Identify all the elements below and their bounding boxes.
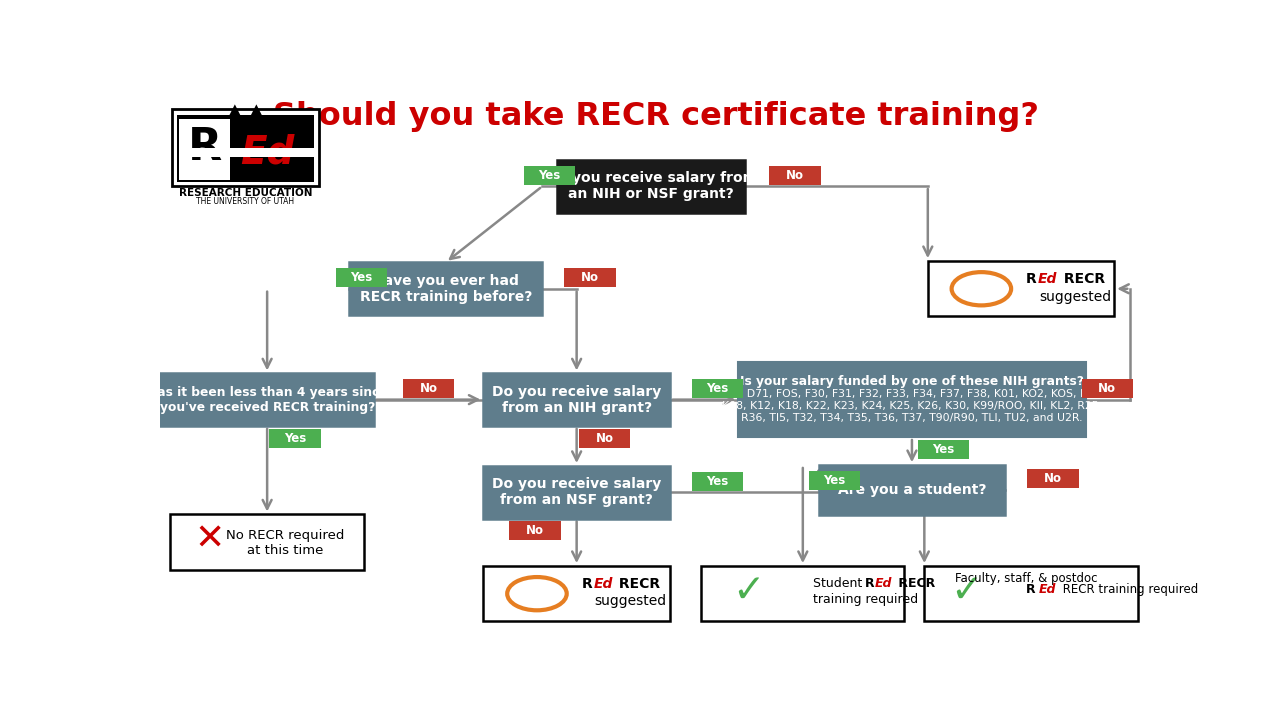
FancyBboxPatch shape — [739, 362, 1085, 437]
Text: ▲  ▲: ▲ ▲ — [229, 102, 262, 117]
Text: ✕: ✕ — [195, 522, 225, 557]
Text: RECR training required: RECR training required — [1059, 582, 1198, 595]
FancyBboxPatch shape — [928, 261, 1115, 317]
FancyBboxPatch shape — [349, 262, 543, 315]
Text: at this time: at this time — [247, 544, 323, 557]
Text: No: No — [595, 432, 613, 445]
FancyBboxPatch shape — [172, 109, 319, 186]
FancyBboxPatch shape — [579, 428, 630, 448]
FancyBboxPatch shape — [160, 373, 374, 426]
FancyBboxPatch shape — [170, 514, 364, 570]
Text: Ed: Ed — [594, 577, 613, 591]
FancyBboxPatch shape — [335, 269, 387, 287]
Text: Yes: Yes — [539, 168, 561, 181]
Text: Is your salary funded by one of these NIH grants?: Is your salary funded by one of these NI… — [740, 375, 1084, 388]
FancyBboxPatch shape — [269, 428, 321, 448]
Text: No: No — [420, 382, 438, 395]
Text: No: No — [581, 271, 599, 284]
FancyBboxPatch shape — [403, 379, 454, 398]
FancyBboxPatch shape — [484, 373, 669, 426]
Text: R: R — [1027, 272, 1037, 287]
FancyBboxPatch shape — [177, 115, 314, 181]
Text: K08, K12, K18, K22, K23, K24, K25, K26, K30, K99/ROO, KII, KL2, R25,: K08, K12, K18, K22, K23, K24, K25, K26, … — [722, 401, 1102, 411]
Text: suggested: suggested — [594, 595, 667, 608]
FancyBboxPatch shape — [769, 166, 820, 184]
FancyBboxPatch shape — [819, 465, 1005, 515]
Text: Ed: Ed — [1039, 582, 1056, 595]
Text: Faculty, staff, & postdoc: Faculty, staff, & postdoc — [955, 572, 1097, 585]
Text: ✓: ✓ — [732, 572, 764, 610]
Text: ✓: ✓ — [950, 572, 983, 610]
Text: Do you receive salary from
an NIH or NSF grant?: Do you receive salary from an NIH or NSF… — [545, 171, 756, 202]
FancyBboxPatch shape — [924, 566, 1138, 621]
Text: suggested: suggested — [1039, 289, 1111, 304]
Text: Have you ever had
RECR training before?: Have you ever had RECR training before? — [360, 274, 532, 304]
Text: R: R — [187, 126, 221, 169]
Text: THE UNIVERSITY OF UTAH: THE UNIVERSITY OF UTAH — [196, 197, 294, 206]
Text: Do you receive salary
from an NSF grant?: Do you receive salary from an NSF grant? — [492, 477, 662, 508]
Text: training required: training required — [813, 593, 918, 606]
Text: Ed: Ed — [876, 577, 892, 590]
Text: No: No — [786, 168, 804, 181]
Text: Yes: Yes — [284, 432, 306, 445]
FancyBboxPatch shape — [1027, 469, 1079, 488]
FancyBboxPatch shape — [179, 148, 316, 158]
Text: No: No — [1098, 382, 1116, 395]
Text: R: R — [1027, 582, 1036, 595]
FancyBboxPatch shape — [509, 521, 561, 540]
Text: RECR: RECR — [1059, 272, 1105, 287]
Text: Ed: Ed — [1038, 272, 1057, 287]
Text: No: No — [526, 524, 544, 537]
FancyBboxPatch shape — [701, 566, 905, 621]
Text: R: R — [865, 577, 876, 590]
FancyBboxPatch shape — [691, 379, 744, 398]
Text: Yes: Yes — [351, 271, 372, 284]
Text: Are you a student?: Are you a student? — [837, 483, 986, 497]
Text: No RECR required: No RECR required — [225, 529, 344, 542]
FancyBboxPatch shape — [524, 166, 576, 184]
FancyBboxPatch shape — [1082, 379, 1133, 398]
FancyBboxPatch shape — [484, 466, 669, 518]
FancyBboxPatch shape — [918, 440, 969, 459]
Text: No: No — [1043, 472, 1062, 485]
Text: R: R — [581, 577, 593, 591]
FancyBboxPatch shape — [564, 269, 616, 287]
Text: Has it been less than 4 years since
you've received RECR training?: Has it been less than 4 years since you'… — [147, 386, 388, 413]
FancyBboxPatch shape — [179, 119, 230, 179]
Text: Student: Student — [813, 577, 867, 590]
Text: Yes: Yes — [933, 443, 955, 456]
FancyBboxPatch shape — [691, 472, 744, 490]
Text: RECR: RECR — [614, 577, 660, 591]
FancyBboxPatch shape — [809, 471, 860, 490]
Text: Yes: Yes — [707, 474, 728, 487]
Text: RESEARCH EDUCATION: RESEARCH EDUCATION — [179, 188, 312, 198]
Text: Yes: Yes — [823, 474, 846, 487]
Text: 043, D71, FOS, F30, F31, F32, F33, F34, F37, F38, K01, KO2, KOS, K07,: 043, D71, FOS, F30, F31, F32, F33, F34, … — [719, 389, 1105, 399]
Text: R36, TI5, T32, T34, T35, T36, T37, T90/R90, TLI, TU2, and U2R.: R36, TI5, T32, T34, T35, T36, T37, T90/R… — [741, 413, 1083, 423]
Text: RECR: RECR — [895, 577, 936, 590]
Text: Should you take RECR certificate training?: Should you take RECR certificate trainin… — [273, 102, 1039, 132]
FancyBboxPatch shape — [484, 566, 669, 621]
Text: Yes: Yes — [707, 382, 728, 395]
FancyBboxPatch shape — [557, 160, 745, 212]
Text: Do you receive salary
from an NIH grant?: Do you receive salary from an NIH grant? — [492, 384, 662, 415]
Text: Ed: Ed — [239, 134, 294, 172]
